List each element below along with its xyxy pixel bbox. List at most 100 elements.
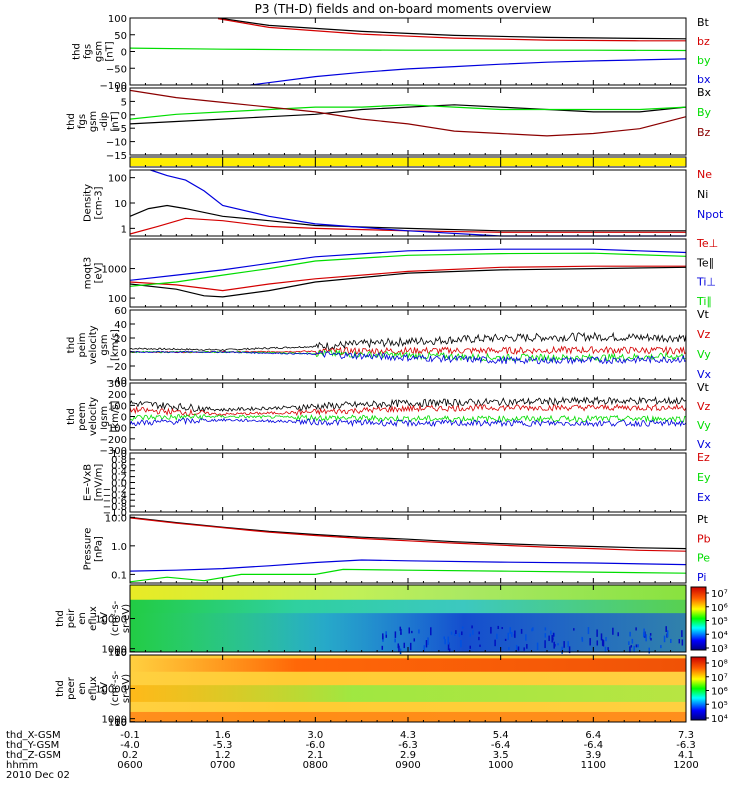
panel-1: Bx By Bz 10 5 0 −5 −10 −15 thd fgs gsm -dip [nT]	[66, 84, 712, 162]
ion-noise-mark	[508, 647, 510, 650]
series-line-Ti⊥	[129, 248, 687, 281]
ion-noise-mark	[423, 645, 426, 653]
ion-noise-mark	[678, 638, 681, 644]
series-line-Pi	[129, 559, 687, 572]
ion-noise-mark	[645, 634, 647, 642]
legend-entry: Ez	[697, 451, 710, 464]
legend-entry: Te∥	[696, 256, 714, 269]
ion-noise-mark	[681, 630, 683, 638]
y-tick-label: 100	[108, 174, 127, 185]
y-axis-label: moqt3	[83, 257, 94, 290]
colorbar	[691, 587, 706, 650]
ion-noise-mark	[587, 627, 590, 635]
ion-noise-mark	[596, 629, 598, 637]
y-axis-label: Pressure	[83, 528, 94, 571]
y-tick-label: −10	[106, 138, 127, 149]
colorbar	[691, 657, 706, 720]
ion-noise-mark	[531, 628, 533, 632]
y-axis-label: gsm	[88, 111, 99, 132]
y-axis-label: (cm²-s-	[110, 670, 121, 706]
ion-noise-mark	[513, 633, 516, 637]
y-tick-label: 60	[114, 306, 127, 317]
colorbar-tick-label: 10³	[711, 644, 728, 655]
y-axis-label: eV	[99, 682, 110, 695]
y-tick-label: 100	[108, 718, 127, 729]
y-tick-label: −15	[106, 151, 127, 162]
ion-noise-mark	[443, 636, 445, 640]
legend-entry: Vz	[697, 328, 711, 341]
y-axis-label: (cm²-s-	[110, 600, 121, 636]
ion-noise-mark	[494, 639, 496, 647]
ion-noise-mark	[394, 638, 396, 643]
y-tick-label: −300	[100, 446, 127, 457]
y-tick-label: −0.4	[103, 490, 127, 501]
y-tick-label: −100	[100, 424, 127, 435]
x-tick-label: -6.0	[306, 740, 326, 751]
ion-noise-mark	[461, 631, 463, 636]
x-tick-label: 6.4	[585, 730, 601, 741]
ion-noise-mark	[381, 645, 384, 650]
legend-entry: Te⊥	[696, 237, 718, 250]
ion-noise-mark	[504, 638, 507, 641]
y-tick-label: 10000	[95, 615, 127, 626]
ion-noise-mark	[663, 635, 666, 643]
figure-title: P3 (TH-D) fields and on-board moments ov…	[255, 2, 552, 16]
y-axis-label: peir	[66, 608, 77, 628]
y-axis-label: peim	[77, 332, 88, 357]
x-tick-label: 0600	[117, 760, 142, 771]
y-tick-label: 0	[121, 111, 127, 122]
series-line-Te⊥	[129, 265, 686, 292]
ion-noise-mark	[523, 647, 525, 651]
panel-0: Bt bz by bx 100 50 0 −50 −100 thd fgs gsm [nT]	[72, 14, 711, 92]
series-line-Vy	[129, 413, 687, 424]
ion-noise-mark	[385, 634, 388, 638]
ion-noise-mark	[649, 636, 651, 640]
ion-noise-mark	[418, 629, 420, 634]
ion-noise-mark	[648, 647, 650, 654]
y-axis-label: fgs	[77, 114, 88, 129]
ion-noise-mark	[517, 646, 520, 651]
y-tick-label: −0.8	[103, 502, 127, 513]
ion-noise-mark	[394, 631, 397, 638]
x-tick-label: 1000	[488, 760, 513, 771]
ion-noise-mark	[398, 645, 400, 653]
ion-noise-mark	[509, 627, 511, 634]
x-tick-label: -6.4	[491, 740, 511, 751]
date-label: 2010 Dec 02	[6, 770, 70, 781]
y-axis-label: E=-VxB	[83, 464, 94, 501]
x-tick-label: 1100	[581, 760, 606, 771]
series-line-Vx	[129, 417, 687, 428]
x-tick-label: -6.3	[676, 740, 696, 751]
ion-noise-mark	[601, 639, 604, 646]
y-tick-label: 10.0	[105, 513, 127, 524]
legend-entry: Ti⊥	[696, 276, 716, 289]
ion-noise-mark	[633, 645, 635, 653]
ion-noise-mark	[550, 630, 552, 635]
x-tick-label: 7.3	[678, 730, 694, 741]
legend-entry: Ti∥	[696, 295, 712, 308]
ion-noise-mark	[631, 638, 634, 644]
colorbar-tick-label: 10⁷	[711, 673, 728, 684]
ion-noise-mark	[628, 641, 630, 646]
ion-noise-mark	[600, 633, 603, 641]
ion-noise-mark	[665, 626, 667, 633]
ion-noise-mark	[602, 640, 605, 647]
y-tick-label: 10	[114, 199, 127, 210]
ion-noise-mark	[411, 630, 413, 634]
y-axis-label: thd	[55, 680, 66, 697]
y-tick-label: 10000	[95, 685, 127, 696]
y-axis-label: [cm-3]	[94, 186, 105, 219]
y-axis-label: peem	[77, 402, 88, 430]
x-row-label: hhmm	[6, 760, 38, 771]
x-tick-label: 1200	[673, 760, 698, 771]
colorbar-frame	[690, 656, 707, 721]
legend-entry: Pt	[697, 513, 709, 526]
ion-noise-mark	[605, 637, 607, 642]
series-line-bx	[250, 58, 687, 86]
series-line-Pt	[129, 516, 687, 550]
y-axis-label: eV	[99, 612, 110, 625]
y-tick-label: 1	[121, 224, 127, 235]
y-axis-label: -dip	[99, 112, 110, 131]
ion-noise-mark	[471, 625, 473, 629]
